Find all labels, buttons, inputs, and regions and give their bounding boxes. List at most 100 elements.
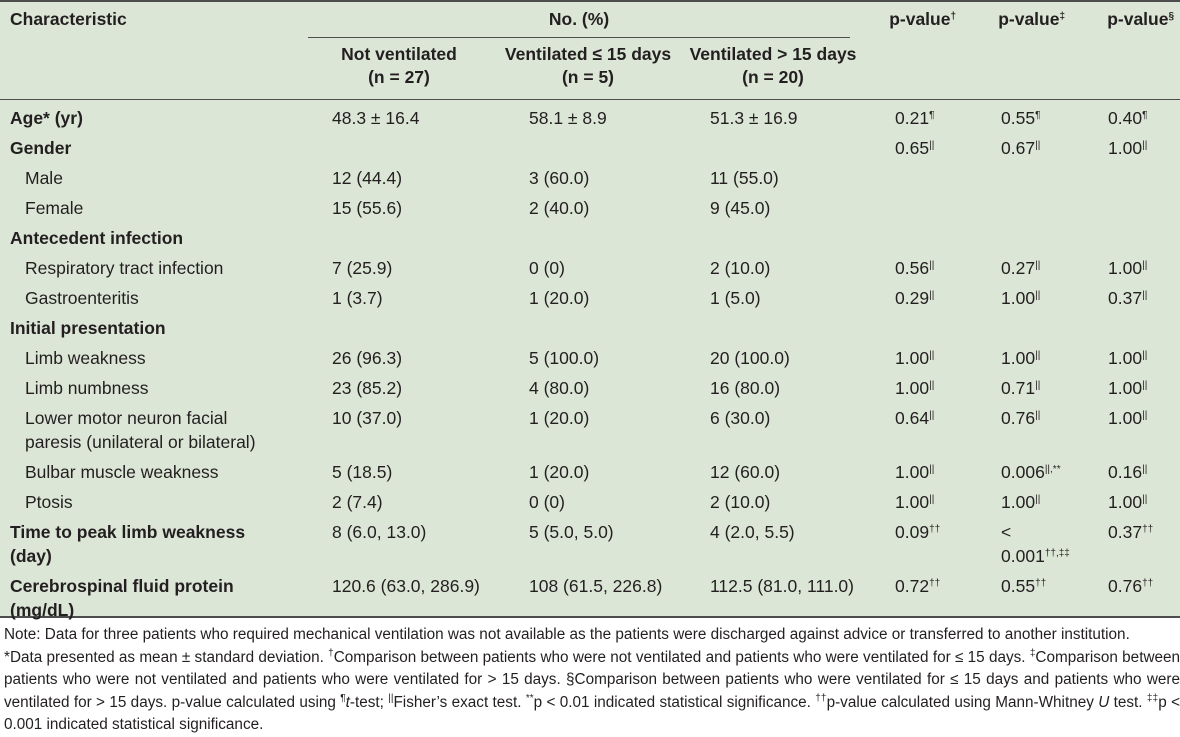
vent-gt15-value: 112.5 (81.0, 111.0)	[710, 576, 854, 596]
pvalue2-value	[972, 193, 1077, 223]
table-row: Lower motor neuron facial paresis (unila…	[0, 403, 1180, 457]
vent-le15-value: 5 (100.0)	[529, 348, 600, 368]
pvalue2-value	[972, 313, 1077, 343]
fisher-mark: ||	[388, 692, 394, 704]
pvalue1-value-marker: ††	[929, 524, 941, 535]
pvalue3-value-marker: ¶	[1142, 110, 1148, 121]
characteristics-table: Characteristic No. (%) p-value† p-value‡…	[0, 2, 1180, 625]
vent-le15-header: Ventilated ≤ 15 days (n = 5)	[492, 39, 672, 100]
pvalue1-label: p-value	[889, 9, 951, 29]
table-footnote: Note: Data for three patients who requir…	[4, 624, 1180, 737]
row-label: Male	[25, 168, 63, 188]
pvalue1-value: 1.00||	[868, 487, 972, 517]
pvalue2-value: 0.55¶	[972, 100, 1077, 134]
not-ventilated-label: Not ventilated	[341, 44, 457, 64]
vent-le15-value: 58.1 ± 8.9	[529, 108, 607, 128]
footnote-p001: p < 0.001 indicated statistical signific…	[4, 693, 1180, 734]
pvalue3-value-marker: ||	[1142, 140, 1148, 151]
pvalue2-value-number: < 0.001	[1001, 522, 1045, 566]
row-label: Bulbar muscle weakness	[25, 462, 219, 482]
vent-le15-label: Ventilated ≤ 15 days	[504, 44, 672, 64]
pilcrow-mark: ¶	[340, 692, 346, 704]
footnote-mean-sd: Data presented as mean ± standard deviat…	[9, 648, 329, 666]
pvalue3-value-marker: ††	[1142, 524, 1154, 535]
table-row: Limb numbness 23 (85.2) 4 (80.0) 16 (80.0) 1…	[0, 373, 1180, 403]
not-ventilated-value: 26 (96.3)	[332, 348, 403, 368]
footnote-comp2: Comparison between patients who were not…	[4, 648, 1180, 711]
group-header: No. (%)	[300, 2, 868, 39]
vent-le15-value	[492, 223, 672, 253]
data-table-container: Characteristic No. (%) p-value† p-value‡…	[0, 0, 1180, 620]
pvalue2-value-number: 0.27	[1001, 258, 1036, 278]
footnote-line-2: *Data presented as mean ± standard devia…	[4, 647, 1180, 737]
not-ventilated-value: 1 (3.7)	[332, 288, 383, 308]
pvalue1-value-number: 0.21	[895, 108, 930, 128]
pvalue2-value-marker: ††	[1035, 578, 1047, 589]
vent-gt15-value	[672, 133, 868, 163]
pvalue3-value: 1.00||	[1077, 403, 1180, 457]
pvalue1-value: 0.72††	[868, 571, 972, 625]
pvalue2-value-marker: ¶	[1035, 110, 1041, 121]
pvalue1-value-number: 1.00	[895, 492, 930, 512]
row-label: Limb numbness	[25, 378, 149, 398]
vent-gt15-value: 12 (60.0)	[710, 462, 781, 482]
pvalue2-value-marker: ||	[1035, 410, 1041, 421]
pvalue2-value	[972, 223, 1077, 253]
pvalue2-value-number: 0.006	[1001, 462, 1045, 482]
pvalue2-value-marker: ||	[1035, 494, 1041, 505]
vent-le15-value: 4 (80.0)	[529, 378, 590, 398]
vent-gt15-value: 20 (100.0)	[710, 348, 790, 368]
pvalue2-value-number: 0.67	[1001, 138, 1036, 158]
table-row: Respiratory tract infection 7 (25.9) 0 (0)…	[0, 253, 1180, 283]
pvalue1-value	[868, 193, 972, 223]
pvalue1-value: 0.29||	[868, 283, 972, 313]
vent-le15-value: 5 (5.0, 5.0)	[529, 522, 614, 542]
vent-gt15-value: 6 (30.0)	[710, 408, 771, 428]
table-row: Initial presentation	[0, 313, 1180, 343]
footnote-test: test.	[1109, 693, 1147, 711]
pvalue1-value	[868, 163, 972, 193]
vent-gt15-value: 16 (80.0)	[710, 378, 781, 398]
u-letter: U	[1098, 693, 1110, 711]
pvalue3-value: 0.40¶	[1077, 100, 1180, 134]
pvalue1-value	[868, 313, 972, 343]
pvalue3-value-marker: ††	[1142, 578, 1154, 589]
pvalue2-value: 0.55††	[972, 571, 1077, 625]
table-row: Ptosis 2 (7.4) 0 (0) 2 (10.0) 1.00|| 1.00|| 1.…	[0, 487, 1180, 517]
pvalue3-value: 1.00||	[1077, 487, 1180, 517]
pvalue2-value: 0.67||	[972, 133, 1077, 163]
pvalue2-value-number: 1.00	[1001, 288, 1036, 308]
pvalue2-value: 0.27||	[972, 253, 1077, 283]
star-mark: *	[4, 648, 10, 666]
pvalue3-sup: §	[1168, 11, 1175, 22]
vent-gt15-value	[672, 313, 868, 343]
pvalue1-value-number: 0.09	[895, 522, 930, 542]
double-star-mark: **	[525, 692, 534, 704]
pvalue3-value	[1077, 223, 1180, 253]
pvalue1-value-number: 0.72	[895, 576, 930, 596]
not-ventilated-value	[300, 313, 492, 343]
not-ventilated-value	[300, 133, 492, 163]
group-header-label: No. (%)	[308, 8, 851, 38]
table-body: Age* (yr) 48.3 ± 16.4 58.1 ± 8.9 51.3 ± 16.…	[0, 100, 1180, 626]
vent-gt15-value: 9 (45.0)	[710, 198, 771, 218]
pvalue2-value-marker: ||,**	[1044, 464, 1061, 475]
pvalue3-value-marker: ||	[1142, 464, 1148, 475]
pvalue3-value	[1077, 193, 1180, 223]
pvalue2-value: 0.006||,**	[972, 457, 1077, 487]
pvalue3-value	[1077, 163, 1180, 193]
pvalue1-header: p-value†	[868, 2, 972, 39]
pvalue1-value-marker: ||	[929, 494, 935, 505]
vent-gt15-n: (n = 20)	[742, 67, 804, 87]
pvalue1-value: 1.00||	[868, 457, 972, 487]
not-ventilated-value: 120.6 (63.0, 286.9)	[332, 576, 480, 596]
pvalue2-value: 0.71||	[972, 373, 1077, 403]
not-ventilated-value: 12 (44.4)	[332, 168, 403, 188]
pvalue1-value-marker: ||	[929, 410, 935, 421]
vent-le15-n: (n = 5)	[561, 67, 615, 87]
pvalue3-value-marker: ||	[1142, 290, 1148, 301]
row-label: Cerebrospinal fluid protein (mg/dL)	[10, 576, 234, 620]
pvalue3-value-number: 0.16	[1108, 462, 1143, 482]
pvalue2-sup: ‡	[1059, 11, 1066, 22]
footnote-mann: p-value calculated using Mann-Whitney	[826, 693, 1099, 711]
